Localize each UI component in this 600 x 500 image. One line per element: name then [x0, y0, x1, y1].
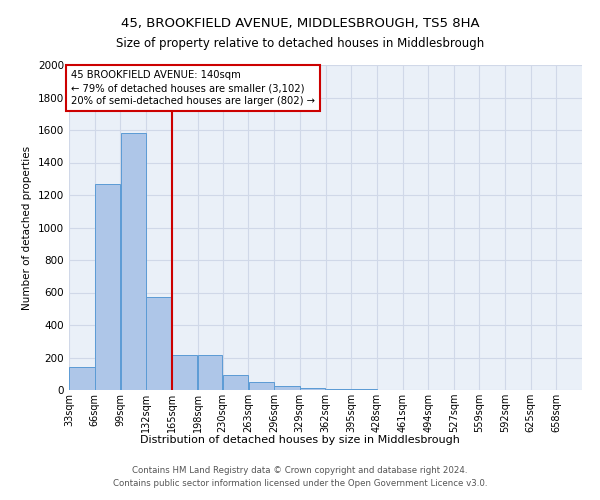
Bar — [248, 382, 274, 390]
Bar — [198, 355, 223, 390]
Text: 45 BROOKFIELD AVENUE: 140sqm
← 79% of detached houses are smaller (3,102)
20% of: 45 BROOKFIELD AVENUE: 140sqm ← 79% of de… — [71, 70, 314, 106]
Text: Size of property relative to detached houses in Middlesbrough: Size of property relative to detached ho… — [116, 38, 484, 51]
Text: Contains HM Land Registry data © Crown copyright and database right 2024.
Contai: Contains HM Land Registry data © Crown c… — [113, 466, 487, 487]
Y-axis label: Number of detached properties: Number of detached properties — [22, 146, 32, 310]
Bar — [274, 386, 299, 390]
Text: 45, BROOKFIELD AVENUE, MIDDLESBROUGH, TS5 8HA: 45, BROOKFIELD AVENUE, MIDDLESBROUGH, TS… — [121, 18, 479, 30]
Bar — [172, 355, 197, 390]
Bar — [352, 389, 377, 390]
Bar — [146, 298, 172, 390]
Bar — [69, 367, 95, 390]
Bar — [223, 374, 248, 390]
Bar — [121, 133, 146, 390]
Bar — [326, 388, 351, 390]
Bar — [95, 184, 120, 390]
Text: Distribution of detached houses by size in Middlesbrough: Distribution of detached houses by size … — [140, 435, 460, 445]
Bar — [300, 388, 325, 390]
